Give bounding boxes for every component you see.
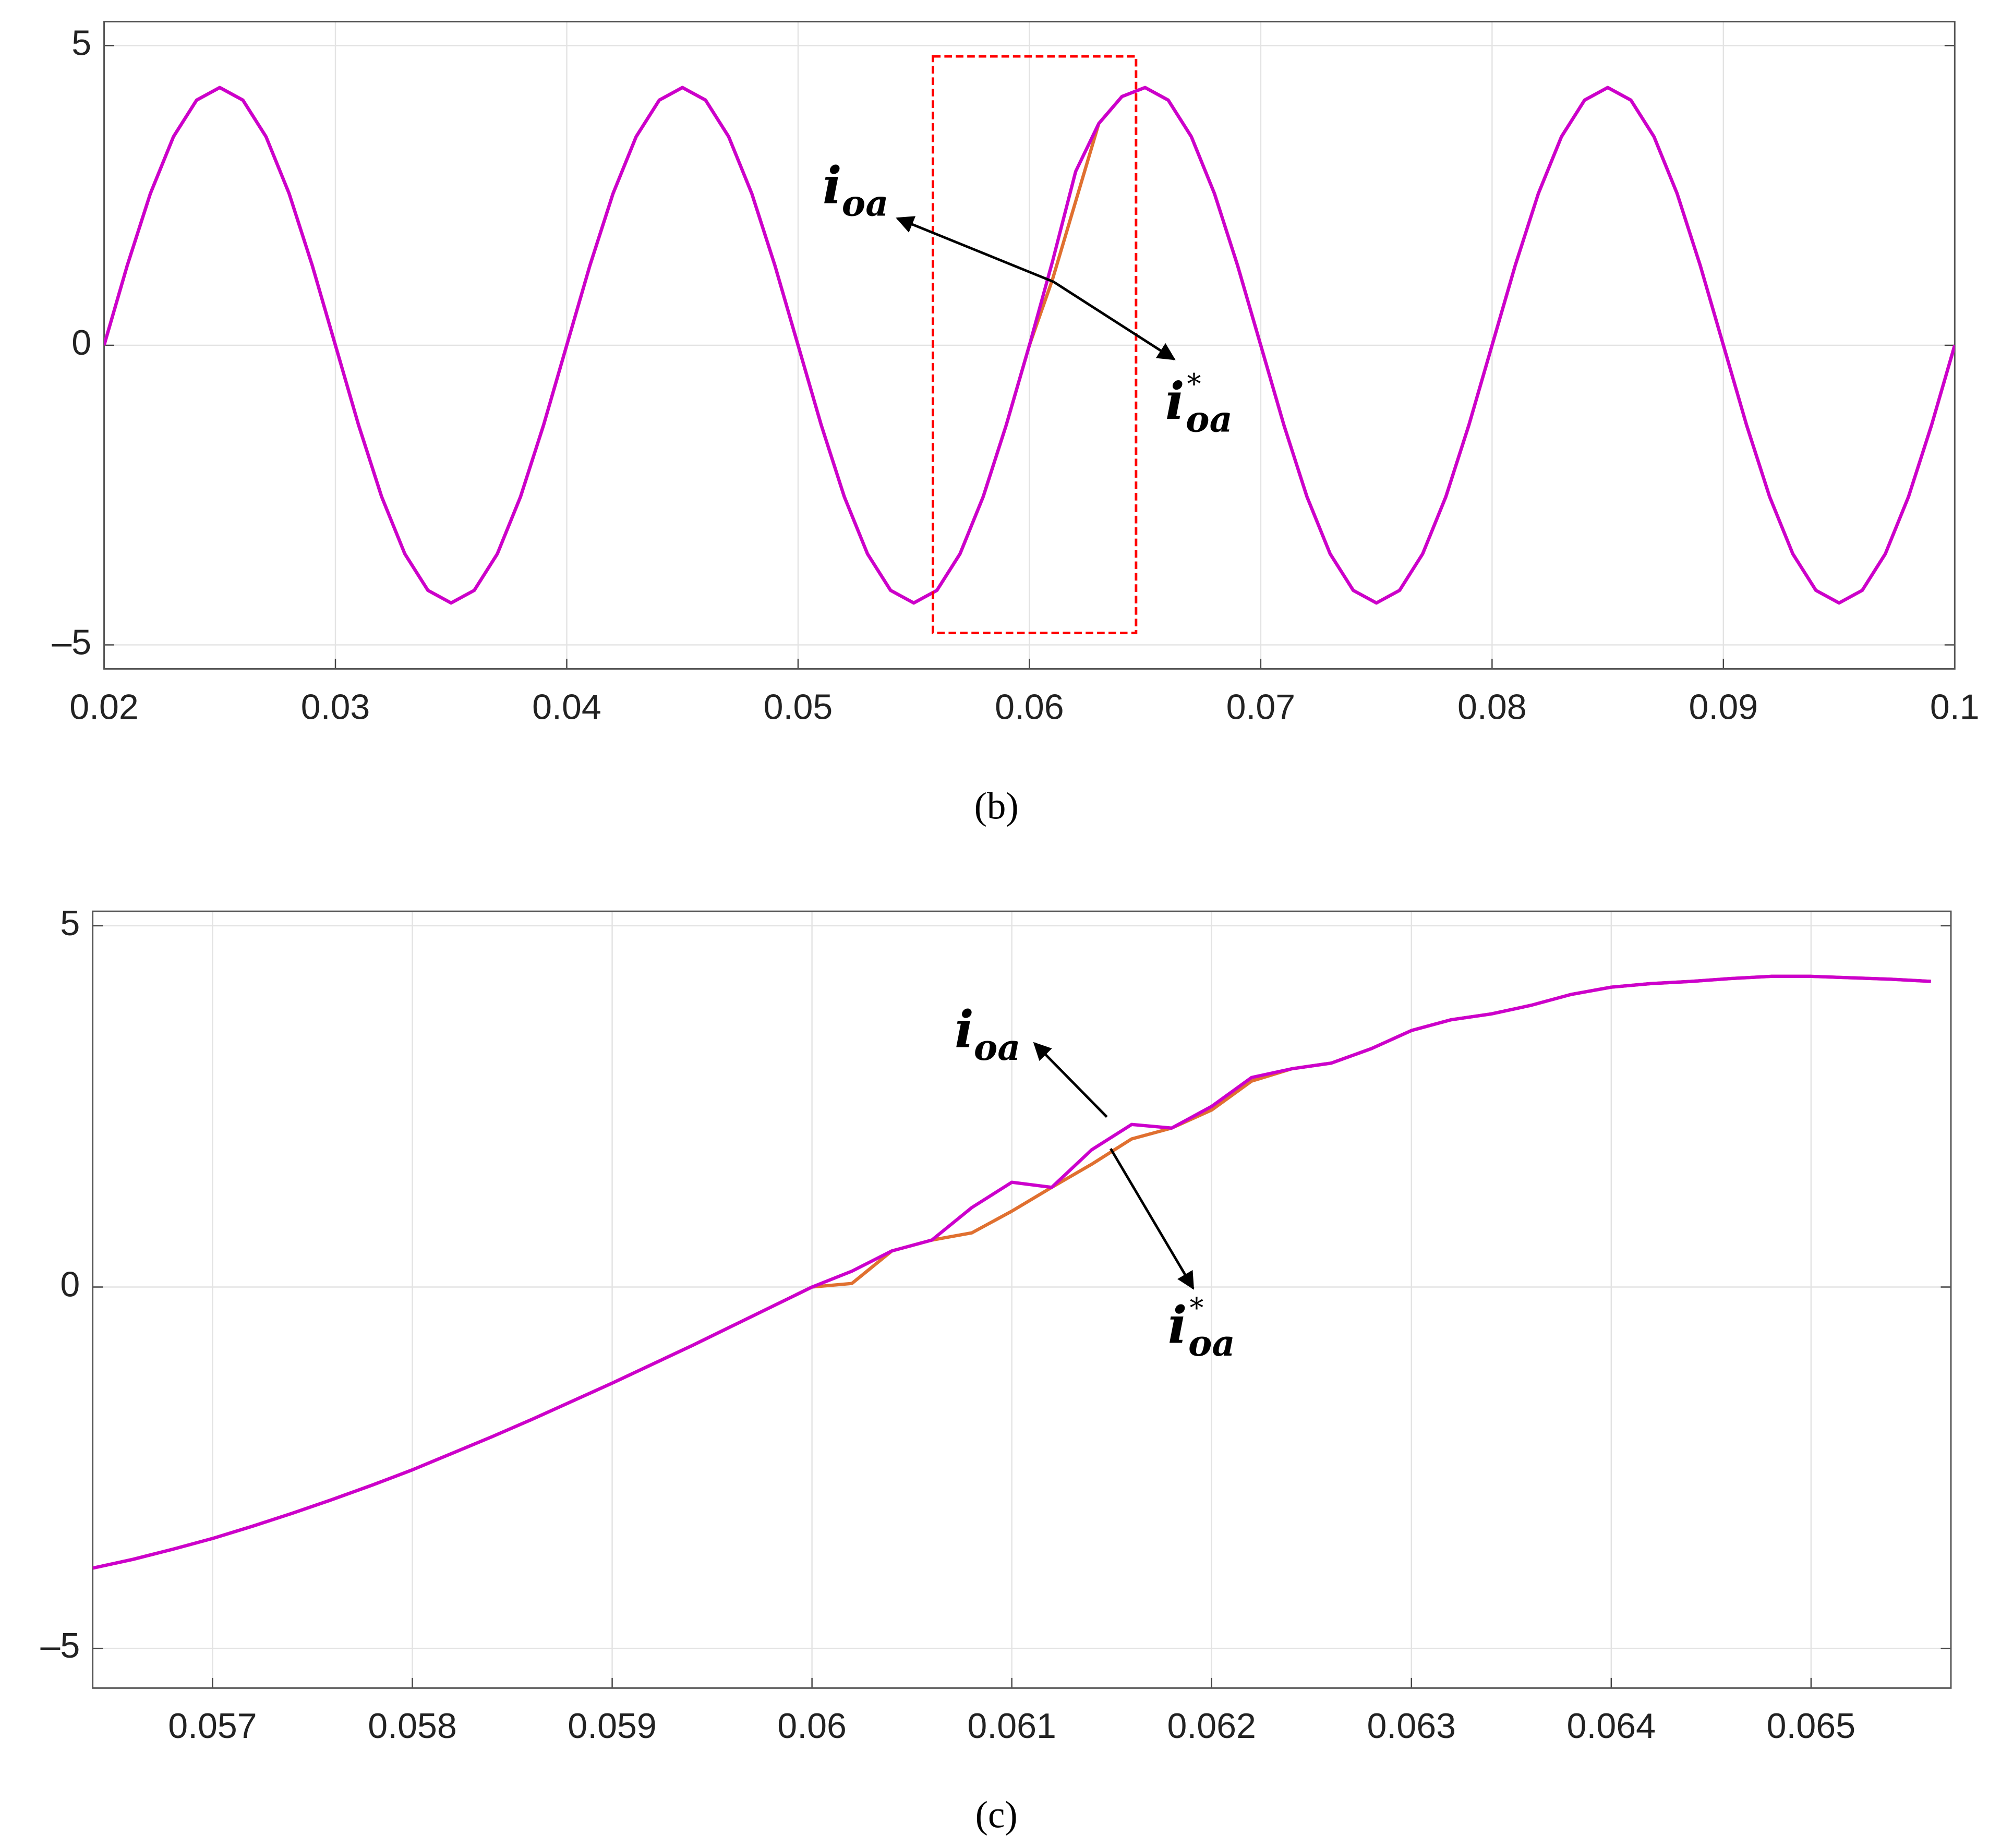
- annotation: ioa: [955, 1000, 1021, 1069]
- x-tick-label: 0.059: [568, 1706, 656, 1746]
- x-tick-label: 0.061: [967, 1706, 1056, 1746]
- annotation: i * oa: [1168, 1291, 1235, 1364]
- y-tick-label: –5: [41, 1626, 80, 1665]
- series-group: [104, 86, 1955, 605]
- series-line: [104, 86, 1955, 605]
- x-tick-label: 0.06: [995, 687, 1064, 727]
- annotation-main: i: [955, 1000, 974, 1059]
- highlight-box: [932, 55, 1138, 634]
- annotation: ioa: [823, 155, 889, 224]
- y-tick-label: 5: [71, 23, 91, 63]
- annotation-sub: oa: [1186, 398, 1233, 440]
- x-tick-label: 0.058: [368, 1706, 456, 1746]
- y-tick-label: 0: [60, 1265, 80, 1305]
- annotation: i * oa: [1165, 367, 1233, 440]
- annotation-main: i: [1168, 1295, 1187, 1355]
- x-tick-label: 0.04: [532, 687, 601, 727]
- annotation-main: i: [823, 155, 842, 215]
- plot-area: [92, 911, 1951, 1688]
- axes-box: [92, 910, 1952, 1689]
- annotation-arrow: [1110, 1148, 1195, 1290]
- x-tick-label: 0.03: [301, 687, 370, 727]
- x-tick-label: 0.05: [764, 687, 833, 727]
- annotation-sup: *: [1189, 1291, 1203, 1324]
- annotation-arrow: [1033, 1042, 1108, 1118]
- x-tick-label: 0.062: [1167, 1706, 1256, 1746]
- x-tick-label: 0.057: [168, 1706, 257, 1746]
- annotation-sup: *: [1187, 367, 1201, 400]
- annotation-sub: oa: [974, 1027, 1021, 1069]
- x-tick-label: 0.08: [1457, 687, 1527, 727]
- chart: 0.02 0.03 0.04 0.05 0.06 0.07 0.08 0.09 0.1 –5 0 5 i…: [52, 20, 1980, 827]
- annotation-arrow: [1053, 281, 1176, 360]
- y-tick-label: 0: [71, 323, 91, 363]
- annotation-arrow: [896, 216, 1054, 283]
- annotation-sub: oa: [842, 183, 889, 225]
- chart: 0.057 0.058 0.059 0.06 0.061 0.062 0.063 0.064 0…: [41, 903, 1952, 1836]
- annotation-main: i: [1165, 371, 1185, 431]
- x-tick-label: 0.1: [1930, 687, 1980, 727]
- y-tick-label: 5: [60, 903, 80, 943]
- caption: (b): [974, 784, 1019, 827]
- x-tick-label: 0.02: [69, 687, 139, 727]
- y-tick-label: –5: [52, 622, 91, 662]
- x-tick-label: 0.064: [1567, 1706, 1656, 1746]
- x-tick-label: 0.065: [1767, 1706, 1855, 1746]
- annotation-sub: oa: [1188, 1323, 1235, 1364]
- series-group: [92, 974, 1931, 1570]
- x-tick-label: 0.09: [1689, 687, 1758, 727]
- series-line: [92, 974, 1931, 1570]
- x-tick-label: 0.07: [1226, 687, 1296, 727]
- x-tick-label: 0.06: [777, 1706, 847, 1746]
- x-tick-label: 0.063: [1367, 1706, 1456, 1746]
- caption: (c): [975, 1794, 1018, 1836]
